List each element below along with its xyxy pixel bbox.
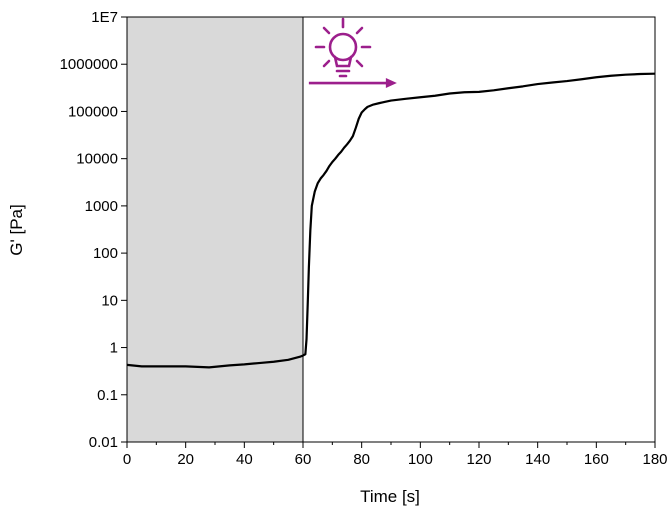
y-tick-label: 0.01: [89, 434, 118, 451]
y-tick-label: 1: [110, 340, 118, 357]
y-tick-label: 1000: [85, 198, 118, 215]
x-tick-label: 140: [525, 451, 550, 468]
x-tick-label: 0: [123, 451, 131, 468]
x-tick-label: 100: [408, 451, 433, 468]
series-line: [126, 72, 656, 369]
x-tick-label: 180: [642, 451, 667, 468]
lightbulb-icon: [314, 17, 372, 78]
x-tick-label: 20: [177, 451, 194, 468]
x-tick-label: 40: [236, 451, 253, 468]
y-tick-label: 10: [101, 292, 118, 309]
y-tick-label: 1000000: [60, 56, 118, 73]
x-tick-label: 160: [584, 451, 609, 468]
y-tick-label: 100000: [68, 103, 118, 120]
right-arrow: [308, 78, 397, 89]
y-axis-label: G' [Pa]: [7, 204, 26, 255]
x-tick-label: 120: [466, 451, 491, 468]
y-tick-label: 10000: [76, 151, 118, 168]
x-tick-label: 60: [295, 451, 312, 468]
x-axis: 0 20 40 60 80 100 120 140 160 180: [123, 442, 668, 468]
x-axis-label: Time [s]: [360, 487, 420, 506]
y-tick-label: 0.1: [97, 387, 118, 404]
shaded-region: [127, 17, 303, 442]
y-tick-label: 1E7: [91, 9, 118, 26]
x-tick-label: 80: [353, 451, 370, 468]
y-axis: 0.01 0.1 1 10 100 1000 10000 100000 1000000 1E7: [60, 9, 127, 451]
y-tick-label: 100: [93, 245, 118, 262]
